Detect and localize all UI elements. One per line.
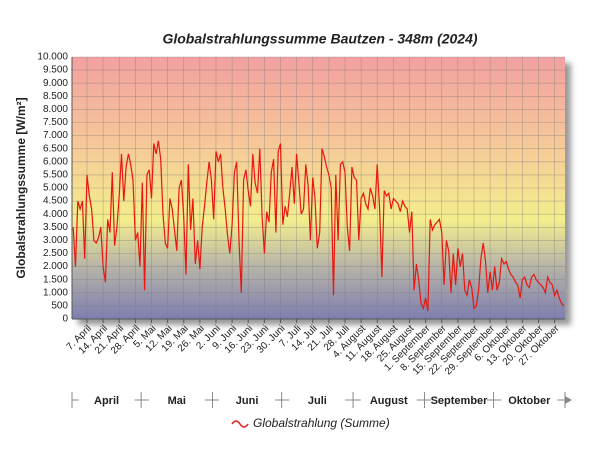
data-line [72,140,565,312]
y-tick-label: 500 [51,301,68,312]
y-tick-label: 5.000 [43,183,68,194]
month-label-bg [501,393,558,407]
y-tick-label: 6.500 [43,143,68,154]
month-label: Mai [168,395,186,407]
y-tick-label: 8.000 [43,104,68,115]
y-tick-label: 1.500 [43,274,68,285]
month-label: April [94,395,119,407]
y-tick-label: 4.000 [43,209,68,220]
y-tick-label: 0 [62,314,68,325]
y-tick-label: 8.500 [43,91,68,102]
y-tick-label: 6.000 [43,156,68,167]
y-tick-label: 10.000 [37,52,68,63]
y-tick-label: 4.500 [43,196,68,207]
y-tick-label: 1.000 [43,287,68,298]
chart-title: Globalstrahlungssumme Bautzen - 348m (20… [162,31,477,47]
month-label: Juni [236,395,259,407]
y-axis-label: Globalstrahlungssumme [W/m²] [14,97,28,278]
y-tick-label: 3.000 [43,235,68,246]
y-tick-label: 7.000 [43,130,68,141]
month-label-bg [219,393,276,407]
y-tick-label: 5.500 [43,170,68,181]
y-tick-label: 9.500 [43,65,68,76]
y-tick-label: 2.000 [43,261,68,272]
month-label-bg [148,393,205,407]
month-label: August [370,395,408,407]
y-tick-label: 3.500 [43,222,68,233]
month-label: Juli [308,395,327,407]
legend-swatch [231,420,249,428]
y-tick-label: 2.500 [43,248,68,259]
month-label-bg [431,393,488,407]
month-label-bg [78,393,135,407]
month-label: September [431,395,489,407]
month-label-bg [289,393,346,407]
y-tick-label: 9.000 [43,78,68,89]
legend-label: Globalstrahlung (Summe) [253,416,390,430]
y-tick-label: 7.500 [43,117,68,128]
month-axis-arrow [565,396,572,404]
month-label: Oktober [508,395,551,407]
month-label-bg [360,393,417,407]
